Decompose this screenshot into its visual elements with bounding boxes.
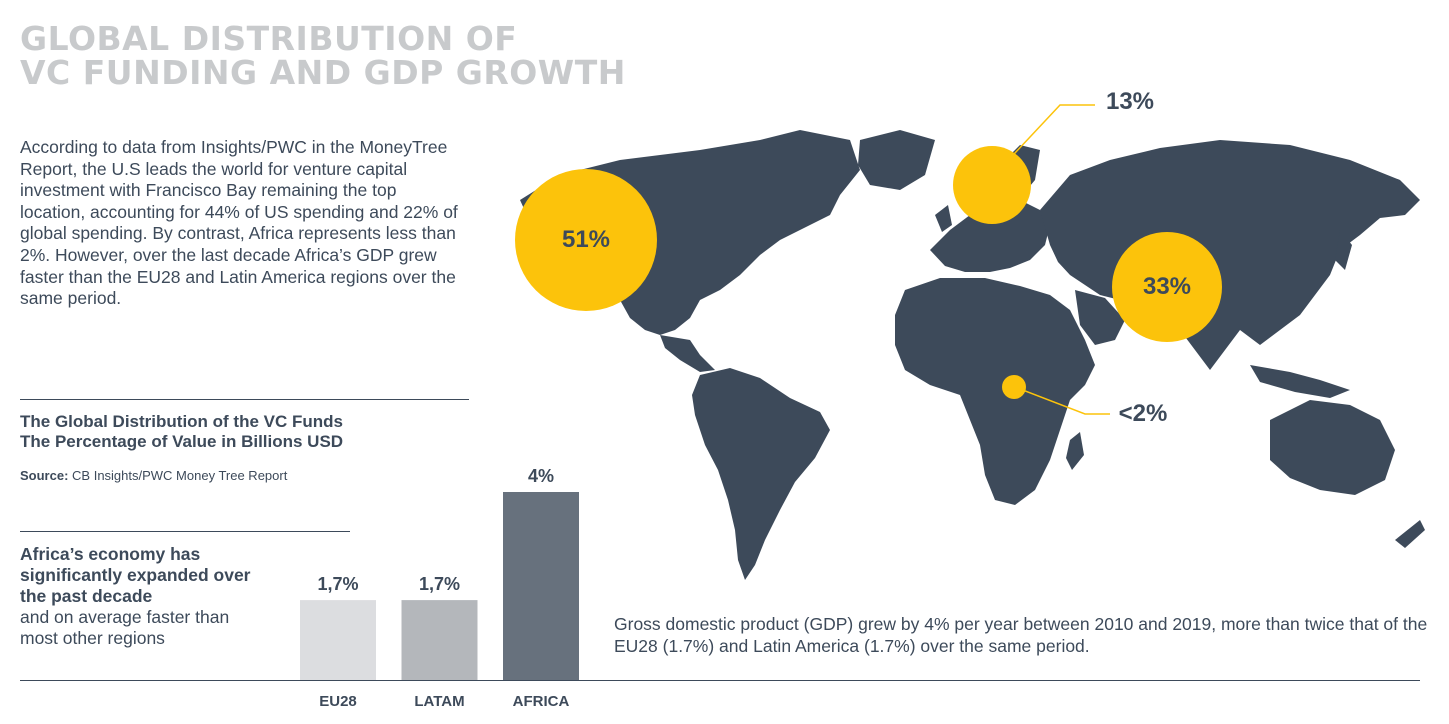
source-label: Source: [20,468,69,483]
europe-bubble [953,146,1031,224]
europe-shape [930,200,1050,272]
divider-middle [20,531,350,532]
callout-strong: Africa’s economy has significantly expan… [20,544,251,606]
greenland-shape [858,130,935,190]
australia-shape [1270,400,1395,495]
africa-shape [895,278,1095,505]
bar-value-label-latam: 1,7% [419,574,460,594]
central-america-shape [660,335,715,372]
bar-value-label-africa: 4% [528,466,554,486]
africa-connector-line [1014,386,1110,415]
new-zealand-shape [1395,520,1425,548]
asia-shape [1040,140,1420,370]
divider-top [20,399,469,400]
asia-bubble [1112,232,1222,342]
south-america-shape [692,368,830,580]
gdp-note: Gross domestic product (GDP) grew by 4% … [614,614,1428,656]
source-text: CB Insights/PWC Money Tree Report [72,468,288,483]
asia-label: 33% [1142,273,1192,300]
bar-latam [401,600,478,680]
uk-shape [935,205,952,232]
bubbles [515,146,1222,399]
europe-label: 13% [1105,88,1155,115]
north-america-bubble [515,169,657,311]
bar-value-label-eu28: 1,7% [317,574,358,594]
bar-africa [503,492,579,680]
world-map [515,104,1425,580]
title-line-2: VC FUNDING AND GDP GROWTH [20,53,626,92]
chart-title-line-1: The Global Distribution of the VC Funds [20,412,343,431]
madagascar-shape [1066,432,1084,470]
category-label-latam: LATAM [414,693,464,710]
chart-title: The Global Distribution of the VC Funds … [20,412,480,452]
africa-callout: Africa’s economy has significantly expan… [20,544,270,649]
baseline-rule [20,680,1420,681]
africa-bubble [1002,375,1026,399]
africa-label: <2% [1118,400,1168,427]
indonesia-shape [1250,365,1350,398]
category-label-africa: AFRICA [513,693,570,710]
chart-title-line-2: The Percentage of Value in Billions USD [20,432,344,451]
callout-rest: and on average faster than most other re… [20,607,230,648]
page-title: GLOBAL DISTRIBUTION OF VC FUNDING AND GD… [20,22,626,90]
source-note: Source: CB Insights/PWC Money Tree Repor… [20,468,287,483]
intro-paragraph: According to data from Insights/PWC in t… [20,137,458,309]
title-line-1: GLOBAL DISTRIBUTION OF [20,19,518,58]
arabia-shape [1075,290,1125,345]
category-label-eu28: EU28 [319,693,357,710]
north-america-label: 51% [561,226,611,253]
bar-eu28 [300,600,376,680]
japan-shape [1335,230,1352,270]
